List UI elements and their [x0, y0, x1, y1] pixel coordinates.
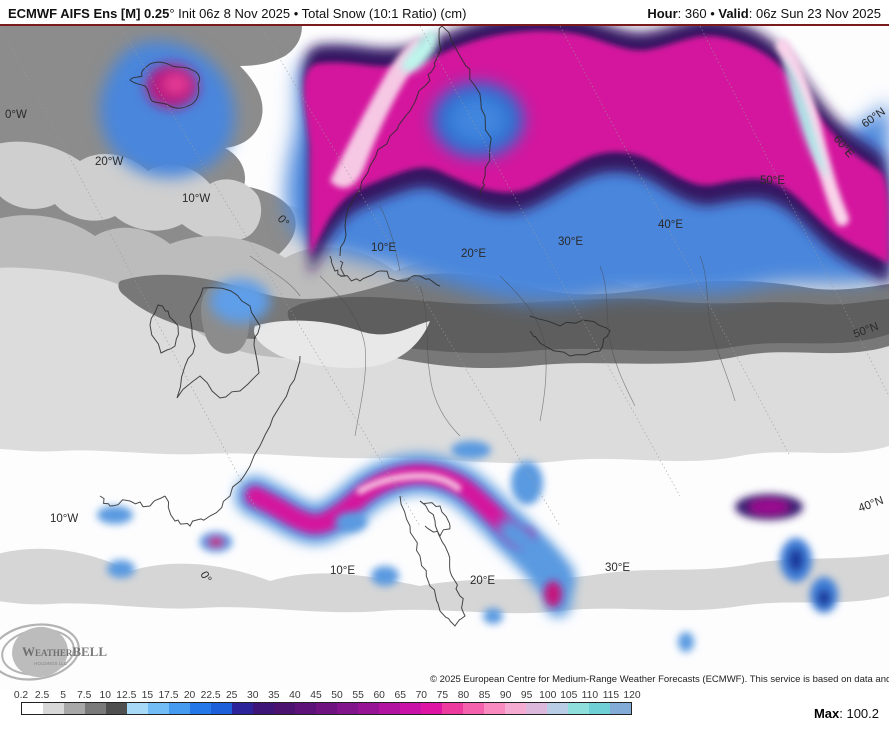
svg-text:© 2025 European Centre for Med: © 2025 European Centre for Medium-Range …: [430, 674, 889, 685]
svg-text:20°E: 20°E: [461, 248, 486, 260]
svg-text:40°E: 40°E: [658, 219, 683, 231]
svg-text:0°W: 0°W: [5, 109, 27, 121]
svg-text:50°E: 50°E: [760, 175, 785, 187]
svg-text:HOLDINGS LLC: HOLDINGS LLC: [34, 661, 68, 666]
svg-text:30°E: 30°E: [558, 236, 583, 248]
svg-text:10°E: 10°E: [371, 242, 396, 254]
svg-text:20°E: 20°E: [470, 575, 495, 587]
svg-text:30°E: 30°E: [605, 562, 630, 574]
svg-text:10°W: 10°W: [50, 513, 78, 525]
svg-text:10°E: 10°E: [330, 565, 355, 577]
svg-text:20°W: 20°W: [95, 156, 123, 168]
svg-text:10°W: 10°W: [182, 193, 210, 205]
